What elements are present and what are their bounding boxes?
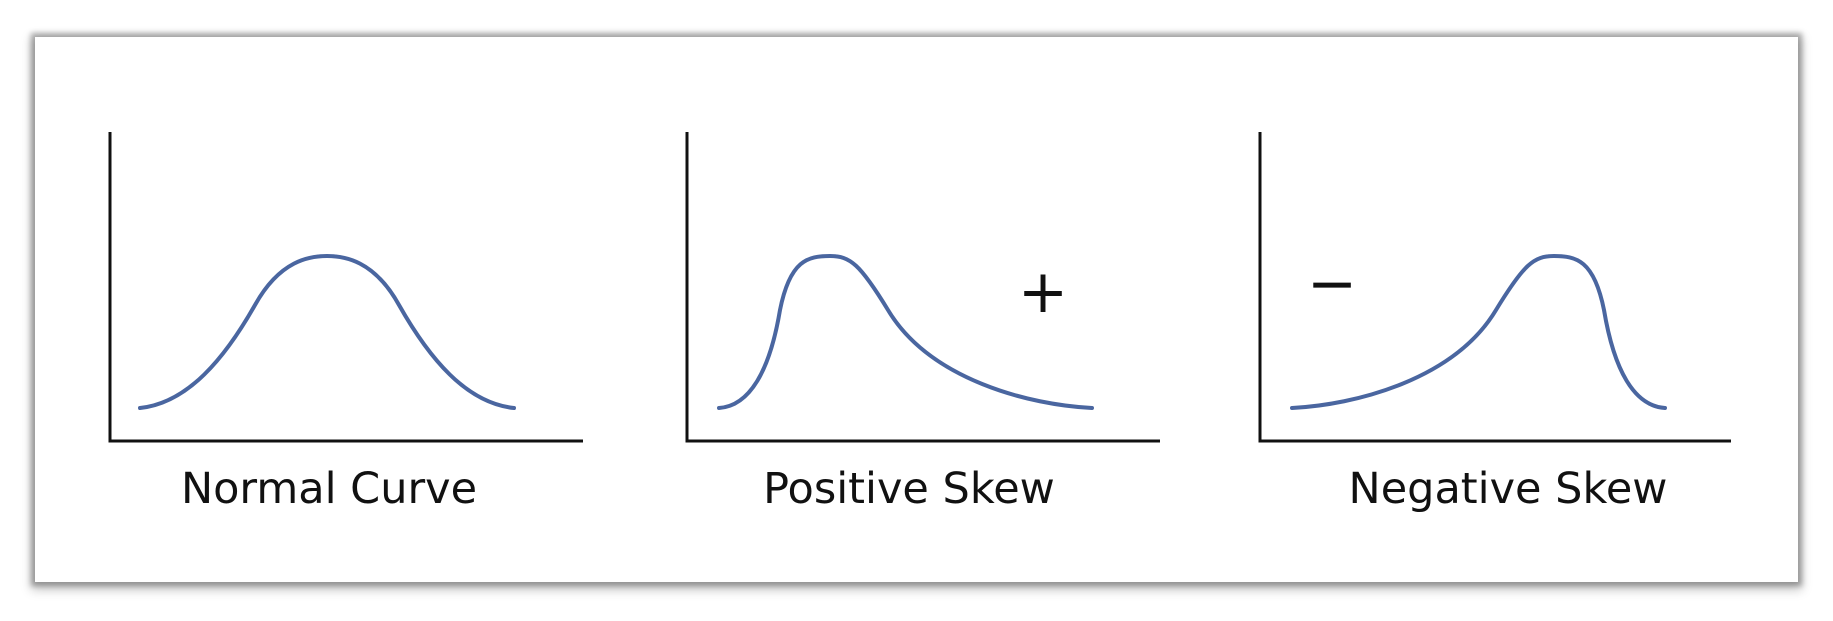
diagram-frame	[35, 37, 1798, 582]
normal-curve-caption: Normal Curve	[181, 464, 477, 514]
panel-negative-skew: − Negative Skew	[1258, 132, 1731, 514]
positive-sign: +	[1018, 257, 1068, 327]
panel-positive-skew: + Positive Skew	[685, 132, 1160, 514]
negative-skew-curve-line	[1290, 253, 1667, 410]
normal-curve-line	[138, 253, 516, 410]
normal-axes	[108, 132, 583, 443]
positive-axes	[685, 132, 1160, 443]
negative-axes	[1258, 132, 1731, 443]
negative-sign: −	[1307, 249, 1357, 319]
panel-normal-curve: Normal Curve	[108, 132, 583, 514]
positive-skew-curve-line	[717, 253, 1094, 410]
negative-skew-caption: Negative Skew	[1349, 464, 1668, 514]
positive-skew-caption: Positive Skew	[763, 464, 1055, 514]
